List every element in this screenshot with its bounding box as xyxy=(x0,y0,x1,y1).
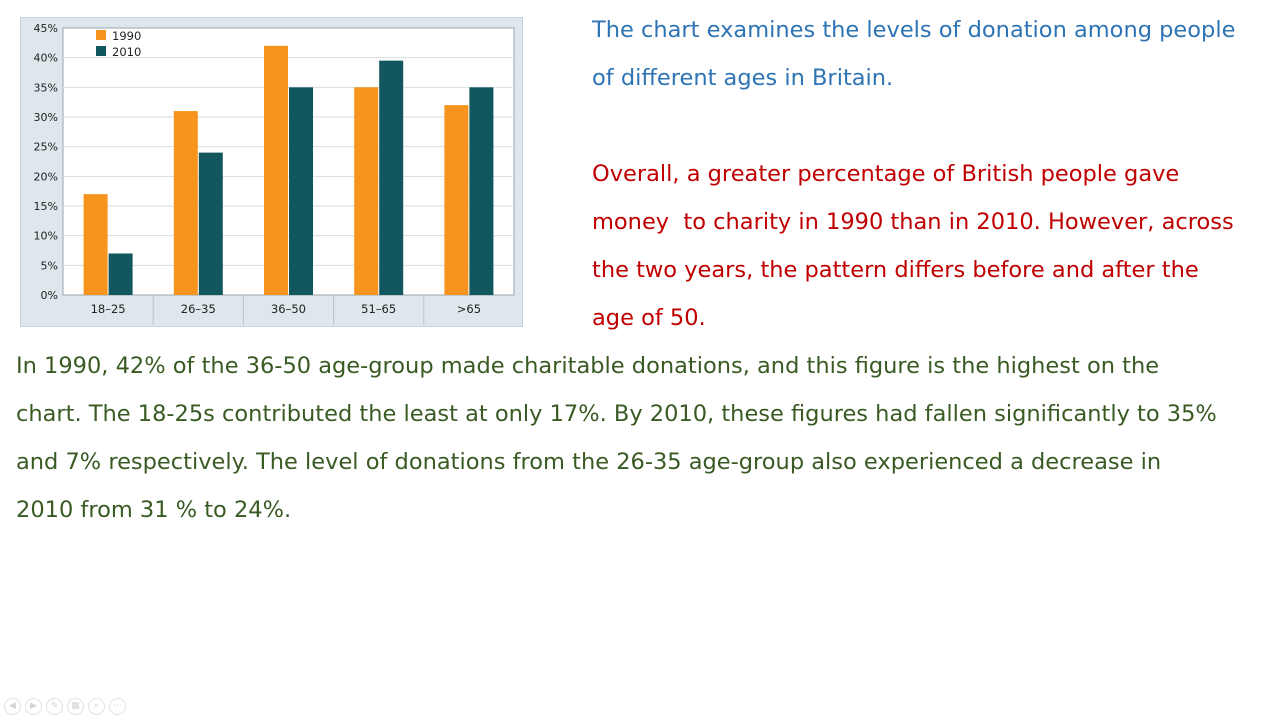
slides-icon[interactable]: ▦ xyxy=(67,698,84,715)
x-tick-label: 51–65 xyxy=(361,302,396,316)
x-tick-label: >65 xyxy=(457,302,481,316)
overview-line: money to charity in 1990 than in 2010. H… xyxy=(592,209,1234,235)
bar-1990-1 xyxy=(173,111,198,295)
bar-1990-2 xyxy=(264,45,288,295)
y-tick-label: 40% xyxy=(34,52,58,65)
plot-area xyxy=(62,27,515,296)
chart-svg: 0% 5% 10% 15% 20% 25% 30% 35% 40% 45% 18–25 26–35 36… xyxy=(34,22,515,325)
paragraph-line: and 7% respectively. The level of donati… xyxy=(16,449,1162,475)
overview-line: Overall, a greater percentage of British… xyxy=(592,161,1180,187)
paragraph-line: In 1990, 42% of the 36-50 age-group made… xyxy=(16,353,1160,379)
overview-text: Overall, a greater percentage of British… xyxy=(592,150,1272,342)
y-tick-label: 15% xyxy=(34,200,58,213)
overview-line: age of 50. xyxy=(592,305,706,331)
intro-text: The chart examines the levels of donatio… xyxy=(592,6,1272,102)
bar-2010-1 xyxy=(198,152,223,295)
y-tick-label: 30% xyxy=(34,111,58,124)
bar-chart: 0% 5% 10% 15% 20% 25% 30% 35% 40% 45% 18–25 26–35 36… xyxy=(20,17,523,327)
legend-swatch-2010 xyxy=(96,46,106,56)
x-tick-label: 18–25 xyxy=(91,302,126,316)
more-icon[interactable]: ⋯ xyxy=(109,698,126,715)
bar-2010-0 xyxy=(108,253,133,295)
pen-icon[interactable]: ✎ xyxy=(46,698,63,715)
bar-1990-4 xyxy=(444,105,469,295)
bar-2010-4 xyxy=(469,87,494,295)
intro-line: The chart examines the levels of donatio… xyxy=(592,17,1236,43)
intro-line: of different ages in Britain. xyxy=(592,65,894,91)
legend-label: 2010 xyxy=(112,45,141,59)
detail-paragraph: In 1990, 42% of the 36-50 age-group made… xyxy=(16,342,1266,534)
overview-line: the two years, the pattern differs befor… xyxy=(592,257,1199,283)
paragraph-line: chart. The 18-25s contributed the least … xyxy=(16,401,1217,427)
x-tick-label: 26–35 xyxy=(181,302,216,316)
paragraph-line: 2010 from 31 % to 24%. xyxy=(16,497,292,523)
y-tick-label: 45% xyxy=(34,22,58,35)
y-tick-label: 10% xyxy=(34,230,58,243)
bar-1990-3 xyxy=(354,87,379,295)
bar-2010-3 xyxy=(379,60,404,296)
bar-1990-0 xyxy=(83,194,108,295)
y-tick-label: 35% xyxy=(34,81,58,94)
zoom-icon[interactable]: ⌕ xyxy=(88,698,105,715)
legend-label: 1990 xyxy=(112,29,141,43)
y-tick-label: 25% xyxy=(34,141,58,154)
bar-2010-2 xyxy=(289,87,313,295)
legend-swatch-1990 xyxy=(96,30,106,40)
y-tick-label: 5% xyxy=(41,259,58,272)
prev-slide-icon[interactable]: ◀ xyxy=(4,698,21,715)
y-tick-label: 20% xyxy=(34,170,58,183)
y-tick-label: 0% xyxy=(41,289,58,302)
x-tick-label: 36–50 xyxy=(271,302,306,316)
next-slide-icon[interactable]: ▶ xyxy=(25,698,42,715)
slide-controls: ◀ ▶ ✎ ▦ ⌕ ⋯ xyxy=(4,698,126,715)
